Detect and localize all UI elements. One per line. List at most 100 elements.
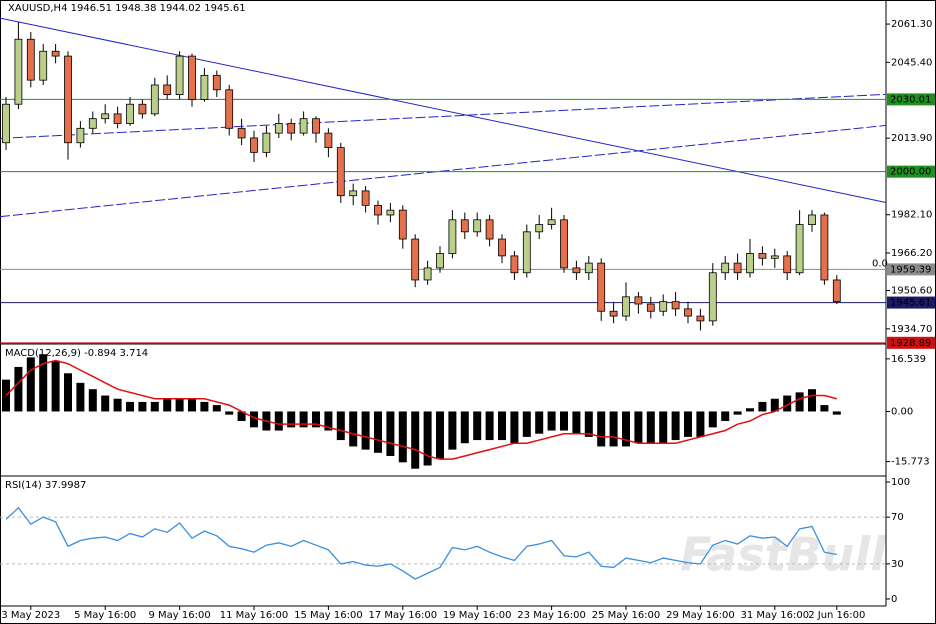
- x-tick-label: 25 May 16:00: [592, 610, 661, 621]
- candle-body: [584, 262, 593, 274]
- candle-body: [572, 267, 581, 274]
- macd-bar: [237, 411, 246, 421]
- macd-bar: [225, 411, 234, 415]
- macd-bar: [163, 398, 172, 412]
- macd-bar: [671, 411, 680, 441]
- macd-bar: [138, 401, 147, 412]
- macd-bar: [423, 411, 432, 466]
- level-label: 1959.39: [890, 264, 931, 275]
- fib-label: 0.0: [872, 258, 888, 269]
- macd-bar: [634, 411, 643, 444]
- macd-bar: [2, 379, 10, 412]
- candle-body: [634, 296, 643, 305]
- macd-bar: [436, 411, 444, 460]
- macd-bar: [361, 411, 370, 450]
- candle-body: [448, 219, 457, 254]
- macd-bar: [721, 411, 730, 421]
- macd-bar: [485, 411, 494, 441]
- macd-bar: [175, 398, 184, 412]
- macd-bar: [684, 411, 692, 437]
- candle-body: [820, 214, 829, 281]
- candle-body: [696, 315, 705, 322]
- candle-body: [436, 253, 444, 269]
- macd-bar: [299, 411, 308, 428]
- y-tick-label: 16.539: [891, 354, 926, 365]
- x-tick-label: 17 May 16:00: [369, 610, 438, 621]
- macd-bar: [832, 411, 841, 415]
- macd-bar: [535, 411, 544, 434]
- level-box: [887, 263, 935, 276]
- candle-body: [138, 103, 147, 115]
- macd-bar: [498, 411, 506, 441]
- macd-bar: [783, 395, 792, 412]
- candle-body: [808, 214, 816, 225]
- macd-bar: [795, 392, 804, 412]
- x-tick-label: 31 May 16:00: [741, 610, 810, 621]
- macd-bar: [250, 411, 258, 428]
- candle-body: [374, 204, 382, 216]
- x-tick-label: 9 May 16:00: [148, 610, 210, 621]
- candle-body: [386, 209, 395, 216]
- candle-body: [26, 38, 35, 81]
- level-label: 1928.89: [890, 338, 931, 349]
- macd-bar: [336, 411, 345, 441]
- y-tick-label: 0.00: [891, 406, 913, 417]
- macd-bar: [113, 398, 122, 412]
- x-tick-label: 23 May 16:00: [517, 610, 586, 621]
- candle-body: [324, 132, 333, 148]
- macd-bar: [448, 411, 457, 450]
- y-tick-label: 1934.70: [891, 324, 932, 335]
- x-tick-label: 3 May 2023: [1, 610, 60, 621]
- candle-body: [76, 127, 85, 144]
- candle-body: [597, 262, 606, 312]
- candle-body: [423, 267, 432, 281]
- candle-body: [262, 132, 271, 153]
- x-tick-label: 29 May 16:00: [666, 610, 735, 621]
- level-box: [887, 165, 935, 178]
- candle-body: [560, 219, 568, 269]
- candle-body: [287, 123, 296, 134]
- candle-body: [522, 231, 531, 274]
- candle-body: [212, 74, 221, 91]
- candle-body: [547, 219, 556, 225]
- candle-body: [237, 127, 246, 139]
- macd-bar: [746, 408, 754, 412]
- macd-bar: [349, 411, 358, 447]
- macd-bar: [126, 401, 134, 412]
- macd-bar: [51, 360, 60, 412]
- candle-body: [2, 103, 10, 144]
- macd-bar: [411, 411, 420, 469]
- macd-bar: [150, 401, 159, 412]
- candle-body: [498, 238, 506, 257]
- signal-line: [5, 359, 837, 460]
- candle-body: [101, 113, 110, 120]
- x-tick-label: 5 May 16:00: [74, 610, 136, 621]
- macd-bar: [200, 401, 209, 412]
- trendline: [0, 124, 887, 218]
- macd-bar: [386, 411, 395, 456]
- candle-body: [746, 253, 754, 274]
- candle-body: [510, 255, 519, 274]
- level-label: 2000.00: [890, 167, 931, 178]
- y-tick-label: -15.773: [891, 457, 930, 468]
- candle-body: [175, 55, 184, 96]
- y-tick-label: 2013.90: [891, 133, 932, 144]
- level-box: [887, 296, 935, 309]
- macd-bar: [646, 411, 655, 444]
- candle-body: [398, 209, 407, 240]
- macd-bar: [460, 411, 469, 444]
- x-tick-label: 11 May 16:00: [220, 610, 289, 621]
- candle-body: [349, 190, 358, 197]
- macd-bar: [287, 411, 296, 428]
- level-box: [887, 93, 935, 106]
- y-tick-label: 0: [891, 594, 897, 605]
- candle-body: [460, 219, 469, 233]
- macd-bar: [560, 411, 568, 431]
- macd-bar: [101, 395, 110, 412]
- candle-body: [250, 137, 258, 153]
- rsi-line: [5, 506, 837, 580]
- candle-body: [39, 50, 48, 81]
- macd-bar: [522, 411, 531, 437]
- candle-body: [721, 262, 730, 274]
